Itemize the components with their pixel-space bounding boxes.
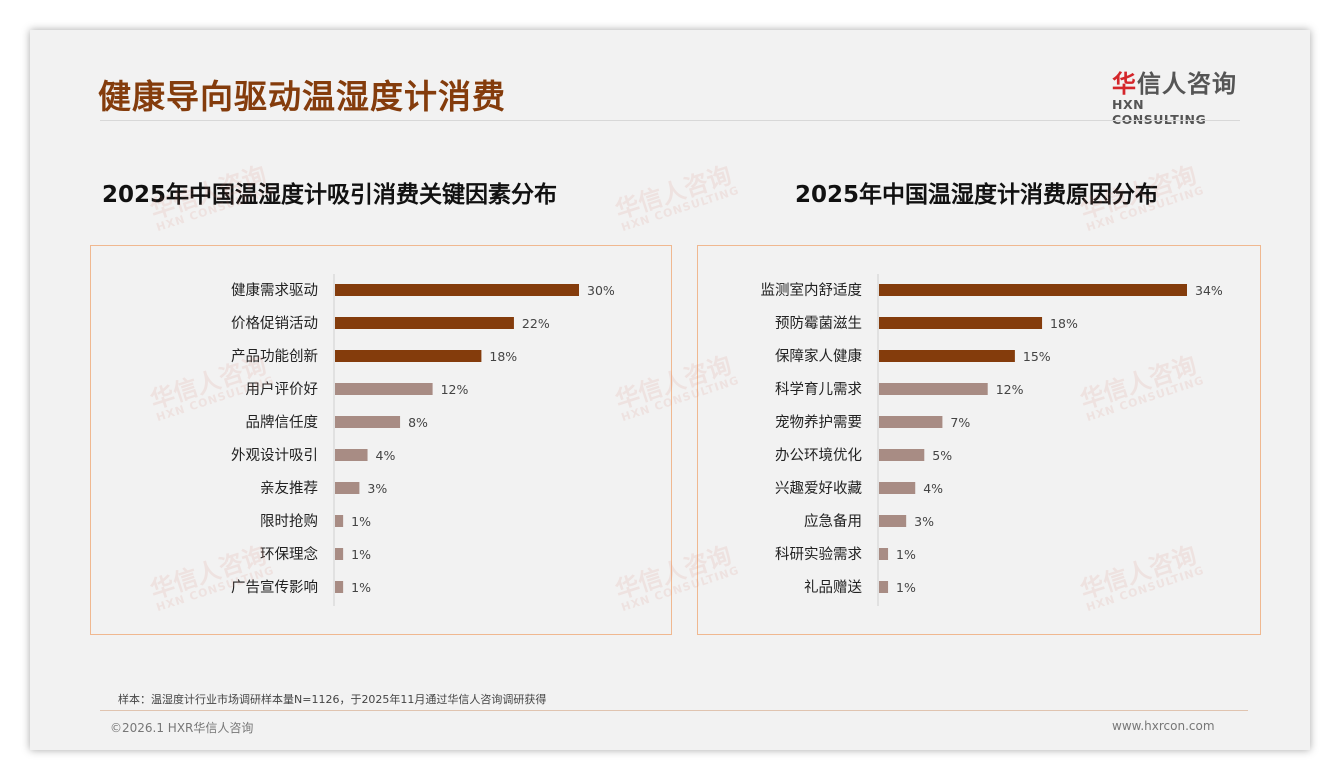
bar bbox=[879, 383, 988, 395]
bar bbox=[879, 350, 1015, 362]
brand-logo: 华信人咨询 HXN CONSULTING bbox=[1112, 64, 1242, 127]
category-label: 价格促销活动 bbox=[231, 315, 318, 332]
sample-note: 样本：温湿度计行业市场调研样本量N=1126，于2025年11月通过华信人咨询调… bbox=[118, 693, 547, 706]
bar bbox=[879, 515, 907, 527]
category-label: 预防霉菌滋生 bbox=[775, 315, 862, 332]
value-label: 3% bbox=[914, 514, 934, 529]
value-label: 18% bbox=[489, 349, 517, 364]
category-label: 产品功能创新 bbox=[231, 348, 318, 365]
logo-cn-red: 华 bbox=[1112, 70, 1137, 98]
category-label: 应急备用 bbox=[804, 512, 862, 530]
bar bbox=[335, 482, 360, 494]
category-label: 用户评价好 bbox=[246, 381, 319, 398]
category-label: 限时抢购 bbox=[260, 512, 318, 530]
category-label: 环保理念 bbox=[260, 545, 318, 563]
bar bbox=[879, 548, 889, 560]
page-title: 健康导向驱动温湿度计消费 bbox=[98, 77, 506, 116]
category-label: 外观设计吸引 bbox=[231, 447, 318, 464]
bar bbox=[879, 482, 916, 494]
copyright: ©2026.1 HXR华信人咨询 bbox=[110, 721, 254, 735]
value-label: 1% bbox=[896, 547, 916, 562]
value-label: 1% bbox=[896, 580, 916, 595]
footer-divider bbox=[100, 710, 1248, 711]
chart-box-left: 健康需求驱动 30% 价格促销活动 22% 产品功能创新 18% 用户评价好 12% 品牌信任度… bbox=[90, 245, 672, 635]
bar bbox=[335, 515, 344, 527]
category-label: 科学育儿需求 bbox=[775, 381, 862, 398]
value-label: 30% bbox=[587, 283, 615, 298]
value-label: 12% bbox=[441, 382, 469, 397]
category-label: 兴趣爱好收藏 bbox=[775, 480, 862, 497]
value-label: 15% bbox=[1023, 349, 1051, 364]
value-label: 5% bbox=[932, 448, 952, 463]
value-label: 7% bbox=[950, 415, 970, 430]
bar bbox=[879, 449, 925, 461]
bar bbox=[335, 416, 401, 428]
value-label: 8% bbox=[408, 415, 428, 430]
chart-box-right: 监测室内舒适度 34% 预防霉菌滋生 18% 保障家人健康 15% 科学育儿需求 12% 宠物养… bbox=[697, 245, 1261, 635]
watermark: 华信人咨询 HXN CONSULTING bbox=[611, 160, 741, 235]
bar bbox=[335, 350, 482, 362]
logo-en: HXN CONSULTING bbox=[1112, 97, 1207, 127]
value-label: 1% bbox=[351, 580, 371, 595]
bar bbox=[879, 284, 1187, 296]
category-label: 品牌信任度 bbox=[246, 414, 319, 431]
category-label: 保障家人健康 bbox=[775, 347, 862, 365]
bar bbox=[335, 383, 433, 395]
value-label: 1% bbox=[351, 547, 371, 562]
bar-chart-right: 监测室内舒适度 34% 预防霉菌滋生 18% 保障家人健康 15% 科学育儿需求 12% 宠物养… bbox=[761, 274, 1223, 606]
value-label: 22% bbox=[522, 316, 550, 331]
chart-title-left: 2025年中国温湿度计吸引消费关键因素分布 bbox=[102, 182, 558, 208]
bar bbox=[879, 416, 943, 428]
category-label: 宠物养护需要 bbox=[775, 414, 862, 431]
slide: 健康导向驱动温湿度计消费 华信人咨询 HXN CONSULTING 2025年中… bbox=[30, 30, 1310, 750]
category-label: 亲友推荐 bbox=[260, 480, 318, 497]
category-label: 健康需求驱动 bbox=[231, 282, 318, 299]
category-label: 监测室内舒适度 bbox=[761, 282, 863, 299]
category-label: 办公环境优化 bbox=[775, 446, 862, 464]
value-label: 18% bbox=[1050, 316, 1078, 331]
value-label: 4% bbox=[923, 481, 943, 496]
category-label: 广告宣传影响 bbox=[231, 579, 318, 596]
chart-title-right: 2025年中国温湿度计消费原因分布 bbox=[795, 182, 1159, 208]
bar bbox=[335, 317, 514, 329]
value-label: 34% bbox=[1195, 283, 1223, 298]
value-label: 12% bbox=[996, 382, 1024, 397]
category-label: 礼品赠送 bbox=[804, 579, 862, 596]
value-label: 1% bbox=[351, 514, 371, 529]
category-label: 科研实验需求 bbox=[775, 546, 862, 563]
bar bbox=[879, 581, 889, 593]
bar-chart-left: 健康需求驱动 30% 价格促销活动 22% 产品功能创新 18% 用户评价好 12% 品牌信任度… bbox=[231, 274, 615, 606]
bar bbox=[335, 449, 368, 461]
bar bbox=[879, 317, 1043, 329]
value-label: 3% bbox=[367, 481, 387, 496]
bar bbox=[335, 548, 344, 560]
title-divider bbox=[100, 120, 1240, 121]
logo-cn-rest: 信人咨询 bbox=[1137, 70, 1237, 98]
bar bbox=[335, 284, 579, 296]
website-link[interactable]: www.hxrcon.com bbox=[1112, 719, 1215, 733]
bar bbox=[335, 581, 344, 593]
value-label: 4% bbox=[376, 448, 396, 463]
